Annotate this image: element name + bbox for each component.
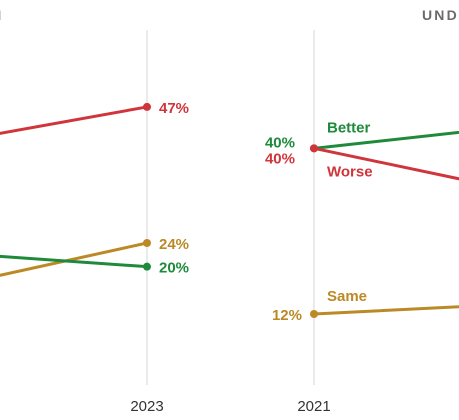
panel-title: UND bbox=[422, 7, 459, 23]
data-point bbox=[143, 102, 151, 111]
data-point bbox=[310, 144, 318, 153]
series-line bbox=[0, 105, 149, 135]
x-tick-label: 2023 bbox=[130, 398, 163, 415]
series-name-label: Worse bbox=[327, 163, 373, 180]
data-point bbox=[143, 262, 151, 271]
data-label: 24% bbox=[159, 236, 189, 253]
data-label: 40% bbox=[265, 150, 295, 167]
panel-title: NDEN bbox=[0, 7, 3, 23]
data-label: 20% bbox=[159, 260, 189, 277]
series-name-label: Better bbox=[327, 119, 371, 136]
right-panel: UND 2021 40% Better 40% Worse 12% Same bbox=[265, 7, 459, 415]
data-label: 47% bbox=[159, 100, 189, 117]
series-line bbox=[312, 146, 459, 181]
data-label: 12% bbox=[272, 307, 302, 324]
series-line bbox=[312, 305, 459, 316]
series-line bbox=[312, 130, 459, 150]
data-point bbox=[310, 310, 318, 318]
series-line bbox=[0, 254, 149, 269]
series-name-label: Same bbox=[327, 288, 367, 305]
data-label: 40% bbox=[265, 134, 295, 151]
data-point bbox=[143, 239, 151, 247]
left-panel: NDEN 2023 47% 24% 20% bbox=[0, 7, 189, 415]
x-tick-label: 2021 bbox=[297, 398, 330, 415]
